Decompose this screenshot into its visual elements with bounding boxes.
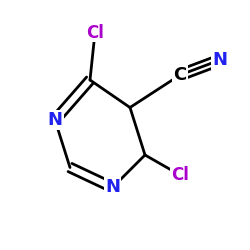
Text: N: N [105, 178, 120, 196]
Text: C: C [174, 66, 186, 84]
Text: N: N [212, 51, 228, 69]
Text: Cl: Cl [171, 166, 189, 184]
Text: N: N [48, 111, 62, 129]
Text: Cl: Cl [86, 24, 104, 42]
